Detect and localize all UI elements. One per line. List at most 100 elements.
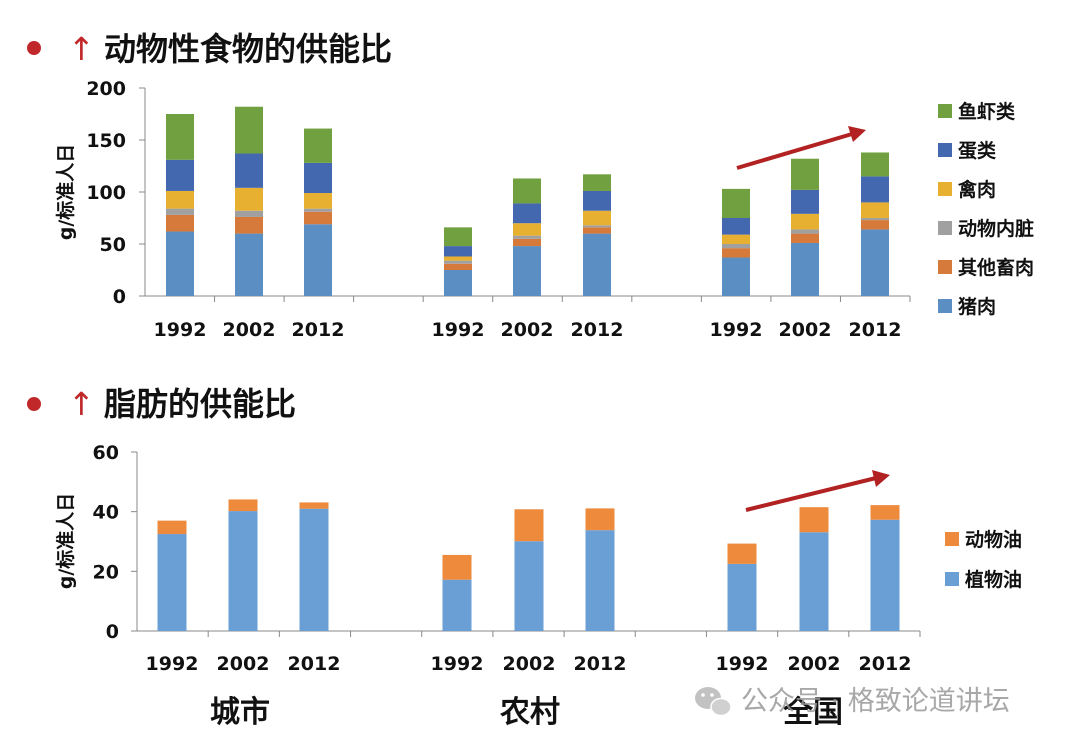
- legend-swatch: [938, 104, 952, 118]
- chart-title: 动物性食物的供能比: [104, 30, 392, 68]
- group-label-national: 全国: [782, 695, 843, 730]
- trend-arrow-head: [872, 470, 890, 487]
- bar-segment: [513, 203, 541, 224]
- bar-segment: [444, 256, 472, 261]
- bar-segment: [166, 208, 194, 215]
- y-axis-label: g/标准人日: [55, 144, 77, 241]
- bar-segment: [235, 210, 263, 217]
- x-tick-label: 2012: [859, 653, 912, 675]
- bar-segment: [791, 189, 819, 214]
- bar-segment: [722, 244, 750, 249]
- bar-segment: [722, 234, 750, 244]
- y-tick-label: 100: [86, 182, 126, 204]
- bar-segment: [722, 257, 750, 296]
- bar-segment: [235, 106, 263, 154]
- chart-title: 脂肪的供能比: [104, 385, 296, 423]
- bar-segment: [166, 159, 194, 191]
- bar-segment: [442, 554, 472, 580]
- bar-segment: [166, 114, 194, 160]
- bar-segment: [722, 218, 750, 235]
- trend-arrow: [745, 476, 877, 512]
- bar-segment: [513, 235, 541, 239]
- bar-segment: [585, 530, 615, 631]
- bar-segment: [304, 208, 332, 212]
- bar-segment: [442, 579, 472, 631]
- legend-label: 蛋类: [958, 139, 996, 162]
- bar-segment: [444, 227, 472, 247]
- bar-segment: [861, 229, 889, 296]
- x-tick-label: 2002: [217, 653, 270, 675]
- trend-arrow-head: [848, 126, 866, 142]
- bar-segment: [235, 153, 263, 188]
- bar-segment: [513, 238, 541, 247]
- legend-label: 其他畜肉: [958, 256, 1034, 279]
- bar-segment: [304, 128, 332, 163]
- bar-segment: [861, 220, 889, 230]
- bullet-dot: [27, 41, 41, 55]
- trend-arrow: [736, 132, 853, 170]
- bar-segment: [870, 505, 900, 520]
- bar-segment: [166, 231, 194, 296]
- bar-segment: [870, 519, 900, 631]
- bar-segment: [228, 499, 258, 512]
- bar-segment: [583, 210, 611, 226]
- x-tick-label: 1992: [146, 653, 199, 675]
- bar-segment: [791, 242, 819, 296]
- bar-segment: [157, 520, 187, 535]
- bar-segment: [304, 162, 332, 194]
- bar-segment: [722, 188, 750, 218]
- bar-segment: [299, 508, 329, 631]
- legend-swatch: [938, 221, 952, 235]
- bar-segment: [304, 211, 332, 225]
- x-tick-label: 1992: [710, 319, 763, 341]
- bar-segment: [727, 563, 757, 631]
- x-tick-label: 2002: [501, 319, 554, 341]
- bar-segment: [444, 260, 472, 264]
- bar-segment: [166, 214, 194, 232]
- x-tick-label: 2012: [288, 653, 341, 675]
- wechat-icon: [695, 687, 732, 717]
- bar-segment: [585, 508, 615, 531]
- bar-segment: [157, 534, 187, 631]
- bar-segment: [727, 543, 757, 564]
- title-up-arrow: ↑: [68, 30, 95, 68]
- bar-segment: [235, 216, 263, 234]
- bar-segment: [791, 229, 819, 234]
- bar-segment: [861, 176, 889, 203]
- y-tick-label: 20: [93, 561, 119, 583]
- y-tick-label: 150: [86, 130, 126, 152]
- legend-swatch: [945, 572, 959, 586]
- legend-swatch: [938, 260, 952, 274]
- bar-segment: [228, 511, 258, 631]
- watermark: 公众号 · 格致论道讲坛: [695, 686, 1010, 717]
- bar-segment: [513, 223, 541, 236]
- legend-label: 动物油: [965, 528, 1022, 551]
- legend-label: 动物内脏: [958, 217, 1034, 240]
- bar-segment: [861, 152, 889, 177]
- bar-segment: [861, 218, 889, 221]
- y-tick-label: 0: [106, 621, 119, 643]
- bar-segment: [791, 213, 819, 230]
- watermark-text: 公众号 · 格致论道讲坛: [741, 686, 1010, 717]
- y-tick-label: 0: [113, 286, 126, 308]
- x-tick-label: 1992: [431, 653, 484, 675]
- x-tick-label: 1992: [154, 319, 207, 341]
- bar-segment: [304, 224, 332, 296]
- bar-segment: [299, 502, 329, 509]
- legend-swatch: [945, 532, 959, 546]
- bar-segment: [861, 202, 889, 218]
- x-tick-label: 2002: [788, 653, 841, 675]
- bar-segment: [799, 507, 829, 533]
- bar-segment: [514, 509, 544, 542]
- x-tick-label: 2002: [503, 653, 556, 675]
- bar-segment: [514, 541, 544, 631]
- group-label-city: 城市: [210, 695, 270, 730]
- x-tick-label: 2002: [223, 319, 276, 341]
- legend-label: 植物油: [965, 568, 1022, 591]
- bar-segment: [583, 227, 611, 234]
- legend-label: 鱼虾类: [958, 100, 1015, 123]
- bar-segment: [722, 248, 750, 258]
- x-tick-label: 2012: [574, 653, 627, 675]
- bar-segment: [444, 270, 472, 296]
